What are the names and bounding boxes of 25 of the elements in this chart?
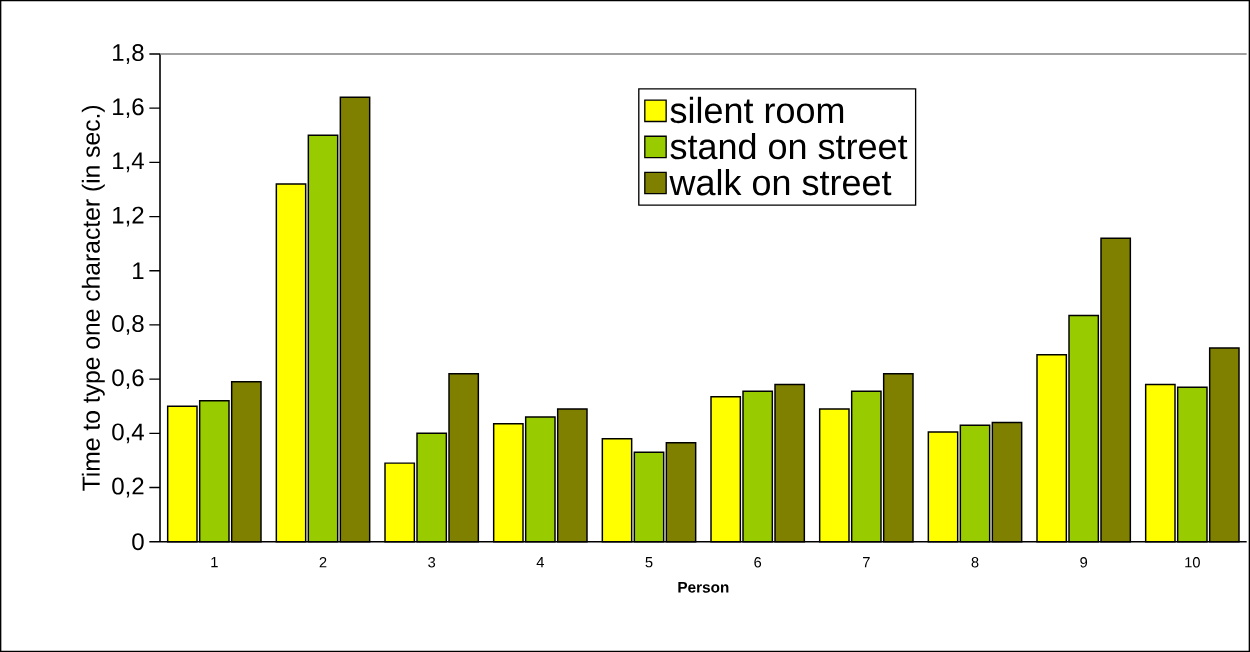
x-tick-label: 4 [536,557,544,568]
y-tick-label: 1,6 [113,98,144,119]
legend-label: walk on street [669,168,892,196]
y-tick-label: 0,2 [112,477,144,498]
x-tick-label: 8 [971,557,979,568]
y-tick-label: 0 [132,533,144,551]
x-tick-label: 9 [1080,557,1088,568]
y-tick-label: 1,4 [113,152,144,173]
y-tick-label: 1 [133,262,144,280]
y-tick-label: 0,8 [112,315,144,335]
x-tick-label: 5 [645,557,653,568]
y-tick-label: 0,6 [112,369,144,390]
y-tick-label: 0,4 [112,423,144,444]
x-tick-label: 3 [428,557,436,568]
y-tick-label: 1,8 [113,44,144,64]
x-tick-label: 2 [319,557,327,568]
x-tick-label: 7 [863,557,870,568]
x-tick-label: 10 [1185,557,1200,568]
y-axis-title: Time to type one character (in sec.) [81,105,105,491]
x-tick-label: 1 [211,557,218,568]
y-tick-label: 1,2 [113,206,144,227]
x-axis-title: Person [678,581,729,593]
x-tick-label: 6 [754,557,762,568]
legend-label: silent room [670,96,844,124]
legend-label: stand on street [670,132,908,160]
